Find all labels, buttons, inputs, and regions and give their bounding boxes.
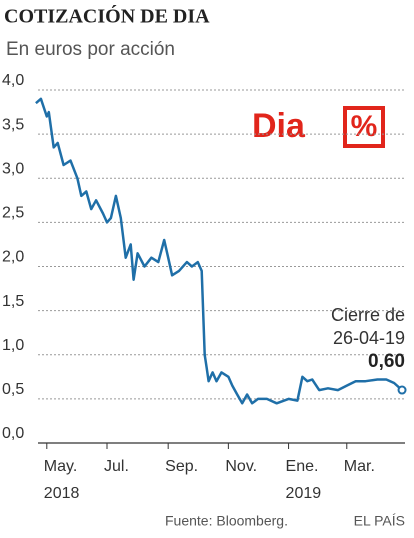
credit: EL PAÍS [354, 513, 405, 529]
price-line [35, 97, 403, 405]
y-tick-label: 0,0 [2, 425, 24, 442]
x-tick-label: Nov. [225, 458, 257, 475]
x-tick-label: Mar. [344, 458, 375, 475]
end-point [397, 385, 407, 395]
chart-subtitle: En euros por acción [6, 39, 175, 60]
x-tick-label: Ene. [286, 458, 319, 475]
y-tick-label: 4,0 [2, 72, 24, 89]
logo-text: Dia [252, 107, 306, 145]
logo-symbol: % [351, 110, 378, 143]
y-tick-label: 1,5 [2, 293, 24, 310]
chart-title: COTIZACIÓN DE DIA [4, 4, 210, 28]
y-tick-label: 1,0 [2, 337, 24, 354]
annotation: 26-04-19 [333, 328, 405, 348]
x-tick-label: Jul. [104, 458, 129, 475]
logo: Dia % [252, 106, 385, 148]
x-year-label: 2018 [44, 485, 80, 502]
x-year-label: 2019 [286, 485, 322, 502]
source: Fuente: Bloomberg. [165, 513, 288, 529]
annotation: Cierre de [331, 305, 405, 325]
y-tick-label: 3,5 [2, 116, 24, 133]
x-tick-label: Sep. [165, 458, 198, 475]
x-tick-label: May. [44, 458, 77, 475]
y-tick-label: 3,0 [2, 160, 24, 177]
y-tick-label: 2,0 [2, 249, 24, 266]
y-tick-label: 0,5 [2, 381, 24, 398]
value-label: 0,60 [368, 351, 405, 372]
y-tick-label: 2,5 [2, 205, 24, 222]
logo-box [343, 106, 385, 148]
